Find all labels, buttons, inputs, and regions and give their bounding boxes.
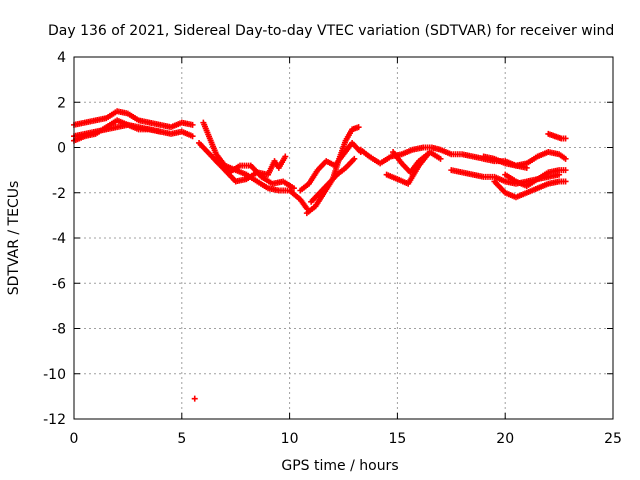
data-point	[290, 185, 297, 192]
y-tick-label: 4	[57, 50, 66, 66]
data-point	[562, 178, 569, 185]
grid	[74, 57, 613, 419]
y-tick-label: -4	[52, 231, 66, 247]
data-point	[562, 155, 569, 162]
x-tick-label: 20	[496, 431, 514, 447]
chart-title: Day 136 of 2021, Sidereal Day-to-day VTE…	[48, 23, 614, 39]
data-point	[157, 128, 164, 135]
data-point	[191, 395, 198, 402]
x-tick-label: 5	[177, 431, 186, 447]
x-tick-label: 25	[604, 431, 622, 447]
y-tick-label: -2	[52, 186, 66, 202]
y-tick-label: -6	[52, 276, 66, 292]
data-points	[71, 108, 569, 402]
data-point	[351, 155, 358, 162]
y-tick-label: -10	[43, 367, 66, 383]
x-tick-label: 15	[388, 431, 406, 447]
data-point	[424, 151, 431, 158]
x-axis-label: GPS time / hours	[281, 458, 398, 474]
data-point	[282, 153, 289, 160]
data-point	[189, 121, 196, 128]
y-tick-label: 0	[57, 141, 66, 157]
y-tick-label: 2	[57, 95, 66, 111]
y-tick-label: -8	[52, 322, 66, 338]
data-point	[562, 135, 569, 142]
data-point	[562, 167, 569, 174]
data-point	[437, 155, 444, 162]
data-point	[189, 133, 196, 140]
data-point	[355, 124, 362, 131]
y-tick-label: -12	[43, 412, 66, 428]
x-tick-label: 0	[70, 431, 79, 447]
x-tick-label: 10	[281, 431, 299, 447]
plot-frame	[73, 56, 614, 420]
y-axis-label: SDTVAR / TECUs	[6, 181, 22, 296]
